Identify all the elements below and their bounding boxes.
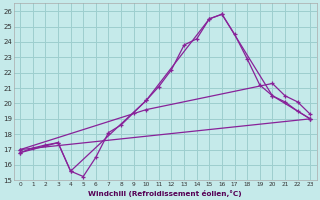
- X-axis label: Windchill (Refroidissement éolien,°C): Windchill (Refroidissement éolien,°C): [88, 190, 242, 197]
